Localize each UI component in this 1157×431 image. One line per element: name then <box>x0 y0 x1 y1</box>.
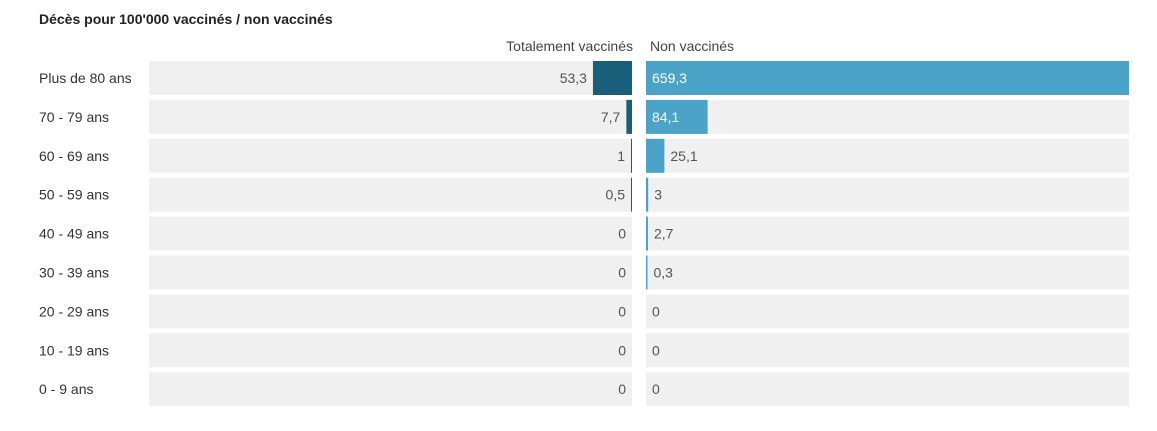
category-label: 50 - 59 ans <box>39 187 109 203</box>
data-label-unvaccinated: 84,1 <box>652 109 679 125</box>
bar-vaccinated <box>626 99 632 134</box>
data-label-vaccinated: 1 <box>617 148 625 164</box>
series-label-unvaccinated: Non vaccinés <box>650 38 735 54</box>
data-label-vaccinated: 0 <box>618 265 626 281</box>
bar-unvaccinated <box>646 177 649 212</box>
row-background-vaccinated <box>149 61 632 95</box>
data-label-vaccinated: 0 <box>618 303 626 319</box>
category-label: 60 - 69 ans <box>39 148 109 164</box>
data-label-unvaccinated: 3 <box>654 187 662 203</box>
data-label-unvaccinated: 2,7 <box>654 226 674 242</box>
bar-vaccinated <box>592 61 632 95</box>
bar-vaccinated <box>631 138 632 173</box>
category-label: 40 - 49 ans <box>39 226 109 242</box>
data-label-vaccinated: 0 <box>618 342 626 358</box>
data-label-vaccinated: 7,7 <box>601 109 621 125</box>
row-background-vaccinated <box>149 372 632 407</box>
bar-unvaccinated <box>646 61 1129 95</box>
chart-title: Décès pour 100'000 vaccinés / non vaccin… <box>39 11 333 27</box>
row-background-unvaccinated <box>646 255 1129 290</box>
bar-unvaccinated <box>646 255 648 290</box>
category-label: Plus de 80 ans <box>39 70 132 86</box>
row-background-unvaccinated <box>646 294 1129 329</box>
row-background-vaccinated <box>149 255 632 290</box>
row-background-unvaccinated <box>646 216 1129 251</box>
bar-unvaccinated <box>646 138 665 173</box>
category-label: 10 - 19 ans <box>39 342 109 358</box>
bar-vaccinated <box>631 177 632 212</box>
data-label-vaccinated: 53,3 <box>560 70 587 86</box>
data-label-vaccinated: 0,5 <box>606 187 626 203</box>
row-background-vaccinated <box>149 294 632 329</box>
bar-unvaccinated <box>646 99 708 134</box>
row-background-vaccinated <box>149 177 632 212</box>
row-background-vaccinated <box>149 99 632 134</box>
data-label-unvaccinated: 659,3 <box>652 70 687 86</box>
category-label: 70 - 79 ans <box>39 109 109 125</box>
bar-unvaccinated <box>646 216 648 251</box>
data-label-unvaccinated: 0 <box>652 381 660 397</box>
data-label-unvaccinated: 25,1 <box>670 148 697 164</box>
category-label: 30 - 39 ans <box>39 265 109 281</box>
data-label-unvaccinated: 0,3 <box>654 265 674 281</box>
category-label: 20 - 29 ans <box>39 303 109 319</box>
data-label-vaccinated: 0 <box>618 226 626 242</box>
row-background-vaccinated <box>149 138 632 173</box>
row-background-unvaccinated <box>646 177 1129 212</box>
row-background-unvaccinated <box>646 333 1129 368</box>
row-background-unvaccinated <box>646 138 1129 173</box>
row-background-vaccinated <box>149 216 632 251</box>
category-label: 0 - 9 ans <box>39 381 93 397</box>
data-label-unvaccinated: 0 <box>652 342 660 358</box>
data-label-vaccinated: 0 <box>618 381 626 397</box>
row-background-vaccinated <box>149 333 632 368</box>
row-background-unvaccinated <box>646 99 1129 134</box>
data-label-unvaccinated: 0 <box>652 303 660 319</box>
row-background-unvaccinated <box>646 372 1129 407</box>
series-label-vaccinated: Totalement vaccinés <box>506 38 633 54</box>
